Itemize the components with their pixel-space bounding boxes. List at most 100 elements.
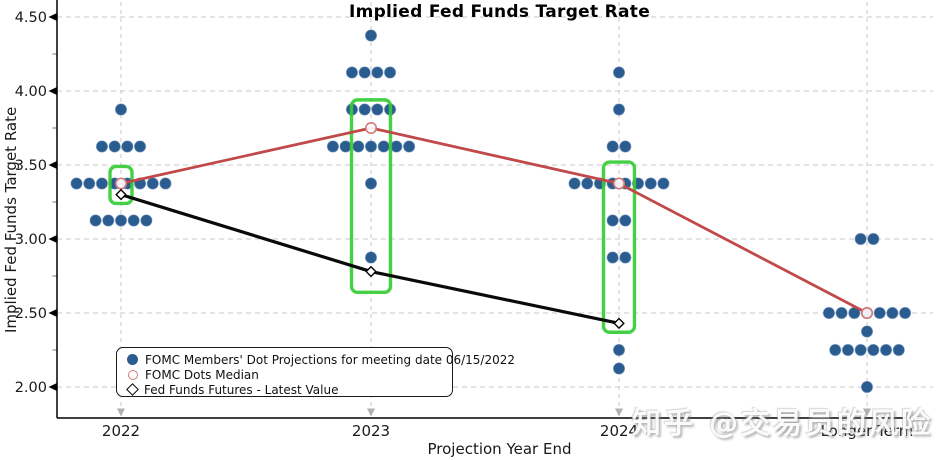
y-tick-arrow — [48, 87, 57, 95]
fomc-projection-dot — [326, 140, 339, 153]
fomc-projection-dot — [83, 177, 96, 190]
fomc-projection-dot — [568, 177, 581, 190]
fomc-projection-dot — [377, 140, 390, 153]
futures-diamond-icon — [126, 383, 139, 396]
fomc-projection-dot — [657, 177, 670, 190]
highlight-box — [349, 98, 393, 294]
fomc-projection-dot — [390, 140, 403, 153]
x-axis-title: Projection Year End — [427, 440, 572, 458]
futures-diamond-marker — [115, 188, 127, 201]
fomc-projection-dot — [860, 380, 874, 394]
fomc-projection-dot — [352, 140, 365, 153]
fomc-projection-dot — [644, 177, 657, 190]
fomc-projection-dot — [612, 343, 626, 357]
x-tick-label: 2024 — [600, 422, 638, 440]
y-tick-arrow — [48, 235, 57, 243]
median-marker — [612, 177, 625, 190]
fomc-projection-dot — [102, 214, 115, 227]
fomc-projection-dot — [364, 177, 378, 190]
fomc-projection-dot — [860, 325, 874, 338]
highlight-box — [108, 164, 134, 206]
fomc-projection-dot — [822, 306, 836, 320]
y-tick-label: 4.50 — [15, 10, 47, 26]
legend-row-futures: Fed Funds Futures - Latest Value — [126, 382, 452, 397]
futures-diamond-marker — [365, 265, 377, 278]
x-tick-arrow — [863, 408, 871, 417]
median-marker — [364, 122, 377, 135]
highlight-box — [601, 160, 637, 334]
fomc-projection-dot — [854, 343, 867, 357]
fomc-projection-dot — [127, 214, 140, 227]
fomc-projection-dot — [140, 214, 153, 227]
fomc-projection-dot — [95, 177, 109, 190]
fomc-projection-dot — [89, 214, 102, 227]
fomc-projection-dot — [358, 103, 371, 116]
x-tick-label: 2023 — [352, 422, 390, 440]
y-tick-arrow — [48, 309, 57, 317]
chart-title: Implied Fed Funds Target Rate — [348, 2, 651, 22]
fomc-projection-dot — [892, 343, 905, 357]
x-tick-label: Longer Term — [821, 422, 914, 440]
legend-label: FOMC Dots Median — [145, 367, 259, 382]
median-marker — [115, 177, 128, 190]
watermark: 知乎 @交易员的风险 — [631, 406, 933, 440]
fomc-projection-dot — [899, 306, 912, 320]
legend-row-median: FOMC Dots Median — [127, 367, 452, 382]
y-tick-arrow — [48, 383, 57, 391]
fomc-projection-dot — [146, 177, 159, 190]
fomc-projection-dot — [619, 251, 632, 264]
fomc-projection-dot — [364, 251, 378, 264]
x-tick-arrow — [117, 408, 125, 417]
legend-label: Fed Funds Futures - Latest Value — [144, 382, 339, 397]
legend-box: FOMC Members' Dot Projections for meetin… — [116, 347, 515, 397]
fomc-projection-dot — [619, 214, 632, 227]
fomc-projection-dot — [854, 232, 867, 246]
fomc-projection-dot — [829, 343, 842, 357]
median-circle-icon — [128, 369, 138, 380]
fomc-projection-dot — [358, 66, 371, 79]
y-axis-title: Implied Fed Funds Target Rate — [2, 106, 20, 334]
fomc-projection-dot — [364, 140, 378, 153]
y-tick-label: 2.50 — [15, 306, 47, 322]
fomc-projection-dot — [873, 306, 886, 320]
fomc-projection-dot — [108, 140, 121, 153]
futures-diamond-marker — [613, 317, 625, 330]
fomc-projection-dot — [612, 103, 626, 116]
median-marker — [860, 306, 873, 319]
x-tick-label: 2022 — [102, 422, 140, 440]
fomc-projection-dot — [121, 140, 134, 153]
fomc-projection-dot — [835, 306, 848, 320]
fomc-projection-dot — [619, 140, 632, 153]
y-tick-label: 2.00 — [15, 380, 47, 396]
legend-label: FOMC Members' Dot Projections for meetin… — [145, 352, 516, 367]
fomc-projection-dot — [612, 362, 626, 375]
fomc-dot-icon — [127, 354, 138, 365]
fomc-projection-dot — [867, 343, 880, 357]
y-tick-label: 3.50 — [15, 158, 47, 174]
fomc-projection-dot — [879, 343, 893, 357]
y-tick-arrow — [48, 13, 57, 21]
fomc-projection-dot — [114, 214, 128, 227]
fomc-projection-dot — [114, 103, 128, 116]
y-tick-label: 3.00 — [15, 232, 47, 248]
x-tick-arrow — [367, 408, 375, 417]
x-tick-arrow — [615, 408, 623, 417]
median-line — [120, 126, 868, 315]
y-tick-arrow — [48, 161, 57, 169]
fomc-projection-dot — [70, 177, 83, 190]
fomc-projection-dot — [371, 66, 384, 79]
fomc-projection-dot — [133, 140, 147, 153]
fomc-projection-dot — [95, 140, 109, 153]
legend-row-dot-projections: FOMC Members' Dot Projections for meetin… — [127, 352, 515, 367]
y-tick-label: 4.00 — [15, 84, 47, 100]
fomc-projection-dot — [606, 140, 619, 153]
fomc-projection-dot — [159, 177, 172, 190]
fomc-projection-dot — [606, 214, 619, 227]
fomc-projection-dot — [403, 140, 416, 153]
fomc-projection-dot — [612, 66, 626, 79]
fomc-projection-dot — [886, 306, 899, 320]
fomc-projection-dot — [371, 103, 384, 116]
fomc-projection-dot — [581, 177, 594, 190]
